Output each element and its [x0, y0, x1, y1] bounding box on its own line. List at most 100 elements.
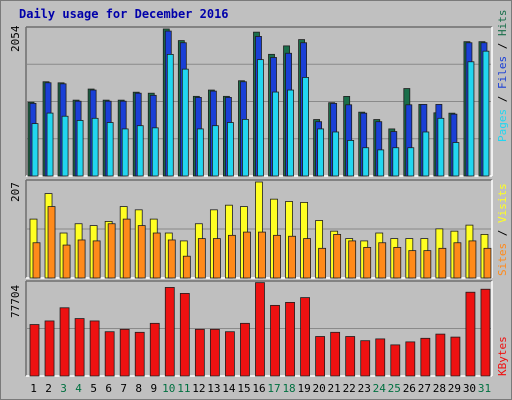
bar-sites	[212, 238, 221, 279]
bar-sites	[77, 239, 86, 279]
bar-sites	[152, 232, 161, 279]
bar-pages	[31, 123, 39, 177]
bar-sites	[333, 234, 342, 279]
bar-pages	[467, 61, 475, 177]
bar-pages	[166, 54, 174, 177]
bar-pages	[422, 131, 430, 177]
hits-files-pages-panel	[25, 26, 493, 177]
bar-sites	[453, 242, 462, 279]
bar-kbytes	[134, 331, 145, 377]
bar-kbytes	[89, 320, 100, 377]
bar-pages	[302, 77, 309, 177]
bar-kbytes	[164, 287, 175, 377]
bar-sites	[62, 244, 71, 279]
bar-pages	[377, 149, 385, 177]
legend-item-files: Files	[496, 56, 509, 89]
bar-kbytes	[360, 340, 371, 377]
x-tick-label: 17	[267, 382, 280, 395]
x-tick-label: 12	[192, 382, 205, 395]
bar-sites	[363, 246, 372, 279]
bar-sites	[167, 239, 176, 279]
bar-sites	[483, 247, 492, 279]
bar-kbytes	[119, 328, 130, 377]
bar-sites	[258, 231, 266, 279]
bar-pages	[452, 142, 460, 177]
x-tick-label: 10	[162, 382, 175, 395]
bar-kbytes	[44, 320, 55, 377]
bar-sites	[408, 250, 417, 279]
legend-item-sites: Sites	[496, 243, 509, 276]
bar-kbytes	[240, 322, 250, 377]
x-tick-label: 16	[252, 382, 265, 395]
bar-pages	[332, 131, 340, 177]
x-tick-label: 18	[282, 382, 295, 395]
bar-sites	[423, 250, 432, 279]
x-tick-label: 5	[90, 382, 97, 395]
bar-pages	[407, 147, 415, 177]
legend-item-visits: Visits	[496, 183, 509, 223]
bar-sites	[47, 206, 56, 279]
bar-kbytes	[345, 336, 356, 377]
bar-pages	[151, 127, 159, 177]
bar-sites	[348, 240, 357, 279]
bar-sites	[137, 225, 146, 279]
legend-separator: /	[496, 89, 509, 109]
bar-pages	[227, 122, 234, 177]
bar-sites	[393, 246, 402, 279]
x-tick-label: 11	[177, 382, 190, 395]
bar-sites	[182, 255, 191, 279]
bar-kbytes	[104, 331, 115, 377]
legend-hits-files-pages: Pages / Files / Hits	[496, 10, 509, 143]
x-tick-label: 31	[478, 382, 491, 395]
legend-item-kbytes: KBytes	[496, 336, 509, 376]
x-tick-label: 23	[358, 382, 371, 395]
x-tick-label: 26	[403, 382, 416, 395]
x-axis-day-labels: 1 2 3 4 5 6 7 8 9 10 11 12 13 14 15 16 17 18 19 20 21 22 23 24 2…	[30, 382, 491, 395]
bar-pages	[61, 115, 69, 177]
bar-kbytes	[29, 324, 40, 377]
bar-kbytes	[194, 328, 205, 377]
bar-kbytes	[375, 338, 386, 377]
x-tick-label: 28	[433, 382, 446, 395]
bar-kbytes	[285, 301, 295, 377]
bar-pages	[437, 117, 445, 177]
bar-sites	[32, 242, 41, 279]
bar-pages	[106, 122, 114, 177]
bar-kbytes	[255, 282, 265, 377]
bar-kbytes	[450, 336, 461, 377]
bar-kbytes	[390, 344, 401, 377]
x-tick-label: 9	[150, 382, 157, 395]
bar-pages	[272, 91, 279, 177]
x-tick-label: 30	[463, 382, 476, 395]
chart-title: Daily usage for December 2016	[19, 7, 229, 21]
bar-sites	[303, 238, 311, 279]
x-tick-label: 22	[343, 382, 356, 395]
bar-kbytes	[149, 322, 160, 377]
bar-pages	[287, 89, 294, 177]
x-tick-label: 25	[388, 382, 401, 395]
bar-sites	[378, 242, 387, 279]
bar-pages	[76, 120, 84, 177]
bar-pages	[121, 128, 129, 177]
bar-kbytes	[270, 304, 280, 377]
bar-sites	[228, 234, 236, 279]
bar-kbytes	[420, 337, 431, 377]
legend-visits-sites: Sites / Visits	[496, 183, 509, 276]
bar-pages	[257, 59, 264, 177]
x-tick-label: 4	[75, 382, 82, 395]
bar-pages	[482, 50, 490, 177]
x-tick-label: 13	[207, 382, 220, 395]
bar-sites	[243, 231, 251, 279]
bar-kbytes	[435, 333, 446, 377]
ymax-label-hits: 2054	[9, 25, 22, 52]
bar-pages	[181, 68, 189, 177]
bar-pages	[242, 118, 249, 177]
bar-sites	[92, 240, 101, 279]
bar-kbytes	[209, 328, 220, 377]
legends: Pages / Files / Hits Sites / Visits KBytes	[496, 10, 509, 377]
bar-pages	[347, 140, 355, 177]
x-tick-label: 8	[135, 382, 142, 395]
visits-sites-panel	[25, 179, 493, 279]
x-tick-label: 3	[60, 382, 67, 395]
